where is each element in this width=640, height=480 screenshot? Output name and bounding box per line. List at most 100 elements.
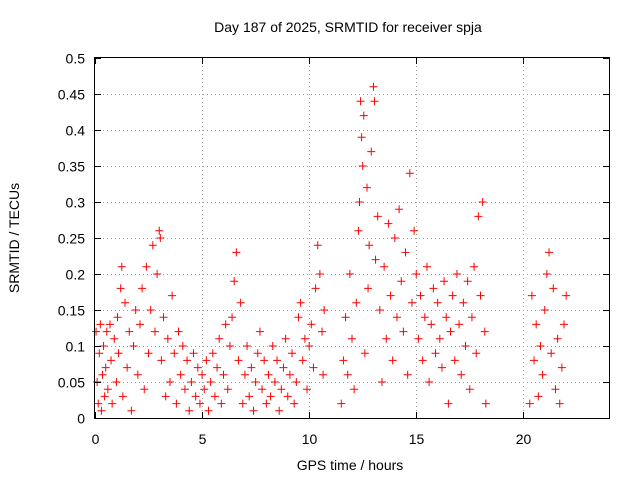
data-point: [425, 378, 434, 386]
data-point: [382, 334, 391, 343]
data-point: [370, 97, 379, 106]
data-point: [251, 378, 260, 386]
data-point: [178, 342, 187, 350]
data-point: [296, 298, 305, 307]
data-point: [435, 334, 444, 343]
data-point: [225, 342, 234, 350]
data-point: [303, 385, 312, 394]
data-point: [202, 356, 211, 365]
data-point: [313, 241, 322, 250]
data-point: [125, 327, 134, 336]
data-point: [527, 291, 536, 300]
data-point: [107, 356, 116, 365]
data-point: [159, 313, 168, 322]
data-point: [290, 399, 299, 408]
data-point: [377, 378, 386, 386]
data-point: [410, 226, 419, 235]
data-point: [204, 406, 213, 415]
data-point: [161, 392, 170, 401]
data-point: [390, 234, 399, 242]
data-point: [144, 349, 153, 358]
y-tick-label: 0.1: [66, 339, 86, 355]
grid-lines: [95, 58, 609, 418]
data-point: [530, 356, 539, 365]
data-point: [133, 370, 142, 379]
data-point: [437, 363, 446, 372]
plot-frame: [94, 57, 610, 419]
data-point: [170, 349, 179, 358]
data-point: [95, 349, 104, 358]
data-point: [138, 284, 147, 293]
data-point: [557, 363, 566, 372]
data-point: [399, 327, 408, 336]
data-point: [281, 334, 290, 343]
data-point: [386, 291, 395, 300]
data-point: [476, 291, 485, 300]
data-point: [94, 399, 103, 408]
data-point: [547, 349, 556, 358]
data-point: [307, 320, 316, 329]
data-point: [240, 370, 249, 379]
data-point: [373, 212, 382, 221]
data-point: [288, 349, 297, 358]
data-point: [168, 291, 177, 300]
data-point: [555, 399, 564, 408]
y-tick-label: 0.45: [58, 87, 85, 103]
data-point: [200, 385, 209, 394]
data-point: [429, 284, 438, 293]
data-point: [232, 248, 241, 257]
data-point: [401, 248, 410, 257]
data-point: [228, 313, 237, 322]
data-point: [442, 313, 451, 322]
data-point: [388, 356, 397, 365]
data-point: [135, 320, 144, 329]
data-point: [375, 306, 384, 314]
y-tick-label: 0.5: [66, 51, 86, 67]
data-point: [268, 342, 277, 350]
data-point: [187, 378, 196, 386]
data-point: [545, 248, 554, 257]
data-point: [114, 349, 123, 358]
data-point: [210, 392, 219, 401]
data-point: [146, 306, 155, 314]
data-point: [352, 298, 361, 307]
data-point: [478, 198, 487, 206]
data-point: [113, 313, 122, 322]
data-point: [266, 392, 275, 401]
data-point: [180, 385, 189, 394]
y-tick-label: 0.15: [58, 303, 85, 319]
data-point: [300, 334, 309, 343]
data-point: [165, 378, 174, 386]
data-point: [97, 406, 106, 415]
data-point: [405, 169, 414, 178]
data-point: [440, 277, 449, 286]
x-tick-label: 0: [92, 431, 100, 447]
data-point: [215, 334, 224, 343]
data-point: [339, 356, 348, 365]
data-point: [392, 313, 401, 322]
data-point: [156, 234, 165, 242]
data-point: [150, 327, 159, 336]
data-point: [292, 378, 301, 386]
y-tick-label: 0: [77, 411, 85, 427]
data-point: [525, 399, 534, 408]
data-point: [112, 378, 121, 386]
data-point: [98, 370, 107, 379]
data-point: [255, 327, 264, 336]
x-tick-label: 20: [516, 431, 532, 447]
data-point: [206, 378, 215, 386]
data-point: [191, 392, 200, 401]
data-point: [371, 255, 380, 264]
data-point: [446, 327, 455, 336]
data-point: [195, 399, 204, 408]
data-point: [118, 392, 127, 401]
x-axis-label: GPS time / hours: [297, 457, 404, 473]
data-point: [305, 342, 314, 350]
data-point: [459, 298, 468, 307]
data-point: [461, 342, 470, 350]
data-point: [452, 270, 461, 278]
data-point: [105, 320, 114, 329]
data-point: [298, 356, 307, 365]
data-point: [367, 147, 376, 156]
tick-labels: 0 0.05 0.1 0.15 0.2 0.25 0.3 0.35 0.4 0.45 0.5 0 5 10…: [58, 51, 532, 448]
